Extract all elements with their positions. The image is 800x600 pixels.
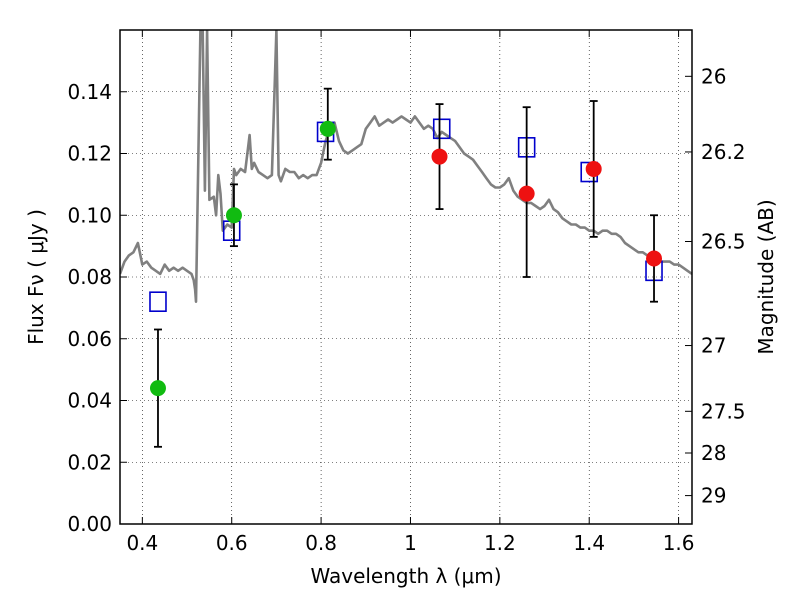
observed-flux-point (225, 207, 242, 224)
x-tick-label: 0.6 (216, 531, 248, 555)
ticks: 0.4 0.6 0.8 1 1.2 1.4 1.6 0.00 0.02 0.04 0.06 0.08 0… (67, 30, 746, 555)
observed-flux-point (585, 160, 602, 177)
model-photometry-square (149, 291, 167, 313)
y2-tick-label: 27.5 (701, 399, 746, 423)
y-axis-label: Flux Fν ( μJy ) (24, 209, 48, 345)
x-tick-label: 1.6 (663, 531, 695, 555)
y-tick-label: 0.12 (67, 142, 112, 166)
model-spectrum-line (120, 30, 692, 304)
y-tick-label: 0.00 (67, 512, 112, 536)
y-tick-label: 0.10 (67, 203, 112, 227)
y2-tick-label: 27 (701, 334, 726, 358)
x-tick-label: 0.8 (305, 531, 337, 555)
x-tick-label: 0.4 (126, 531, 158, 555)
x-axis-label: Wavelength λ (μm) (310, 564, 501, 588)
model-photometry-square (432, 118, 451, 140)
y-tick-label: 0.04 (67, 389, 112, 413)
y2-axis-label: Magnitude (AB) (754, 199, 778, 354)
y-tick-label: 0.14 (67, 80, 112, 104)
y2-tick-label: 26.2 (701, 140, 746, 164)
observed-flux-point (646, 250, 663, 267)
observed-flux-point (149, 380, 166, 397)
y-tick-label: 0.02 (67, 450, 112, 474)
y-tick-label: 0.08 (67, 265, 112, 289)
y2-tick-label: 28 (701, 441, 726, 465)
observed-flux-point (431, 148, 448, 165)
plot-area (120, 30, 692, 448)
y2-tick-label: 29 (701, 484, 726, 508)
y-tick-label: 0.06 (67, 327, 112, 351)
observed-flux-point (518, 185, 535, 202)
observed-flux-point (319, 120, 336, 137)
y2-tick-label: 26 (701, 64, 726, 88)
y2-tick-label: 26.5 (701, 229, 746, 253)
x-tick-label: 1.2 (484, 531, 516, 555)
x-tick-label: 1 (404, 531, 417, 555)
x-tick-label: 1.4 (573, 531, 605, 555)
